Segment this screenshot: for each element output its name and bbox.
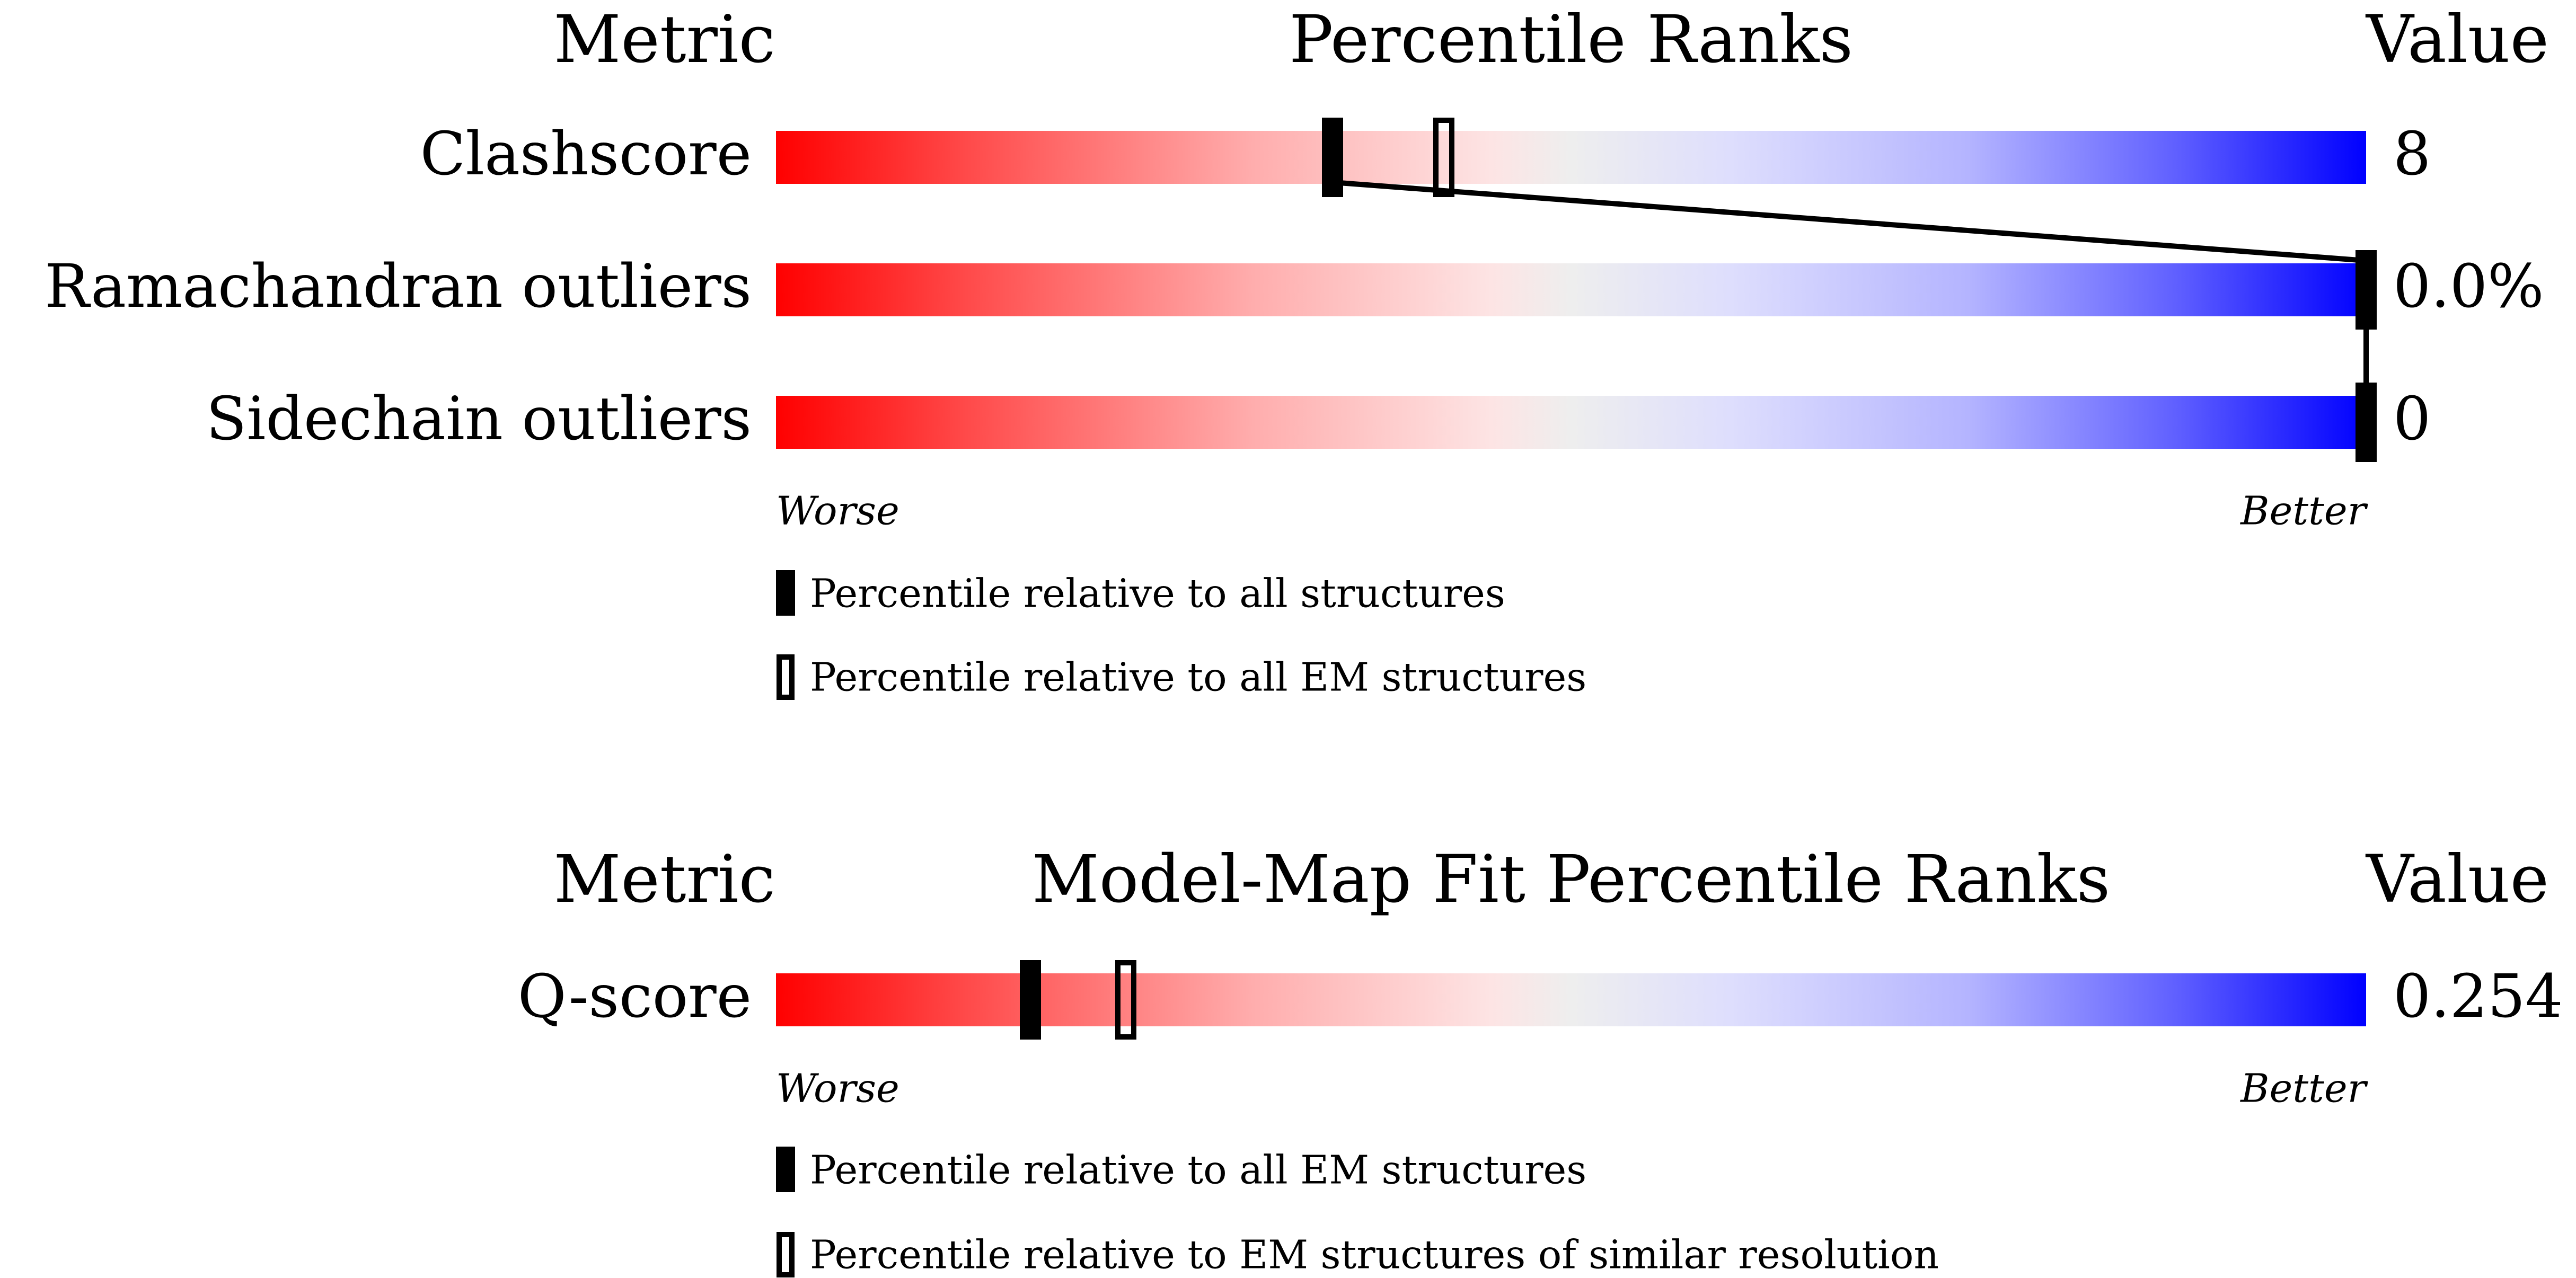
percentile-marker-all [1322, 118, 1343, 197]
legend-hollow-label: Percentile relative to all EM structures [810, 654, 1586, 700]
percentile-bar [776, 263, 2366, 316]
percentile-marker-all [2356, 250, 2377, 330]
row-label: Q-score [518, 962, 752, 1031]
percentile-marker-all [1020, 960, 1041, 1040]
value-header: Value [2365, 841, 2549, 918]
legend-filled-swatch [776, 1147, 795, 1192]
worse-label: Worse [776, 488, 899, 534]
percentile-bar [776, 396, 2366, 449]
row-label: Sidechain outliers [206, 385, 752, 454]
metric-header: Metric [553, 841, 775, 918]
validation-section: Metric Percentile Ranks Value Clashscore… [45, 2, 2549, 700]
row-value: 8 [2393, 120, 2431, 189]
legend-hollow-swatch [777, 654, 795, 700]
row-value: 0 [2393, 385, 2431, 454]
markers [1322, 118, 2377, 462]
row-label: Clashscore [420, 120, 752, 189]
row-q-score: Q-score 0.254 [518, 962, 2563, 1031]
percentile-marker-subset [1115, 960, 1136, 1040]
better-label: Better [2239, 488, 2368, 534]
chart-title: Percentile Ranks [1289, 2, 1853, 78]
better-label: Better [2239, 1066, 2368, 1111]
percentile-bar [776, 131, 2366, 184]
legend-filled-label: Percentile relative to all structures [810, 571, 1505, 616]
row-clashscore: Clashscore 8 [420, 120, 2431, 189]
legend-filled-label: Percentile relative to all EM structures [810, 1147, 1586, 1193]
legend-hollow-swatch [777, 1232, 795, 1277]
legend-filled-swatch [776, 570, 795, 616]
percentile-marker-all [2356, 383, 2377, 462]
value-header: Value [2365, 2, 2549, 78]
model-map-fit-section: Metric Model-Map Fit Percentile Ranks Va… [518, 841, 2563, 1277]
row-label: Ramachandran outliers [45, 252, 752, 321]
row-value: 0.0% [2393, 252, 2544, 321]
row-sidechain: Sidechain outliers 0 [206, 385, 2431, 454]
row-value: 0.254 [2393, 962, 2563, 1031]
percentile-bar [776, 973, 2366, 1026]
percentile-marker-subset [1433, 118, 1454, 197]
row-ramachandran: Ramachandran outliers 0.0% [45, 252, 2544, 321]
chart-title: Model-Map Fit Percentile Ranks [1032, 841, 2111, 918]
markers [1020, 960, 1136, 1040]
legend-hollow-label: Percentile relative to EM structures of … [810, 1232, 1939, 1277]
metric-header: Metric [553, 2, 775, 78]
connector-line [1332, 180, 2367, 263]
worse-label: Worse [776, 1066, 899, 1111]
